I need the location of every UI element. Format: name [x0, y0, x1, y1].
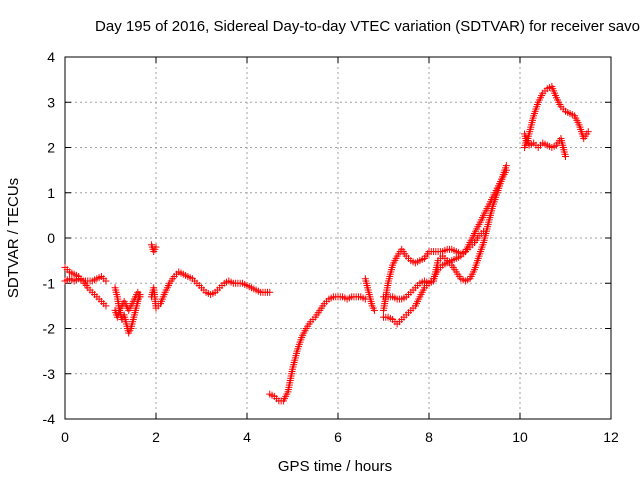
- data-point: [370, 306, 378, 314]
- data-point: [584, 128, 592, 136]
- data-point: [102, 277, 110, 285]
- x-tick-label: 4: [243, 429, 251, 445]
- data-point: [136, 293, 144, 301]
- x-tick-label: 2: [152, 429, 160, 445]
- y-tick-label: -1: [43, 275, 56, 291]
- y-tick-label: 2: [47, 140, 55, 156]
- data-point: [266, 288, 274, 296]
- grid: [65, 57, 611, 419]
- data-point: [562, 153, 569, 161]
- y-axis-label: SDTVAR / TECUs: [5, 178, 22, 298]
- data-point: [502, 162, 510, 170]
- x-tick-label: 0: [61, 429, 69, 445]
- data-point: [152, 243, 160, 251]
- y-tick-label: 3: [47, 94, 55, 110]
- chart-title: Day 195 of 2016, Sidereal Day-to-day VTE…: [95, 18, 640, 35]
- y-tick-label: -2: [43, 321, 56, 337]
- axes: [64, 56, 612, 420]
- data-points: [61, 82, 592, 405]
- y-tick-label: 4: [47, 49, 55, 65]
- x-tick-label: 8: [425, 429, 433, 445]
- y-tick-label: -4: [43, 411, 56, 427]
- x-tick-label: 10: [512, 429, 528, 445]
- y-tick-label: 1: [47, 185, 55, 201]
- data-point: [102, 302, 110, 310]
- y-tick-label: 0: [47, 230, 55, 246]
- x-tick-label: 12: [603, 429, 619, 445]
- y-tick-label: -3: [43, 366, 56, 382]
- x-axis-label: GPS time / hours: [278, 458, 392, 475]
- x-tick-label: 6: [334, 429, 342, 445]
